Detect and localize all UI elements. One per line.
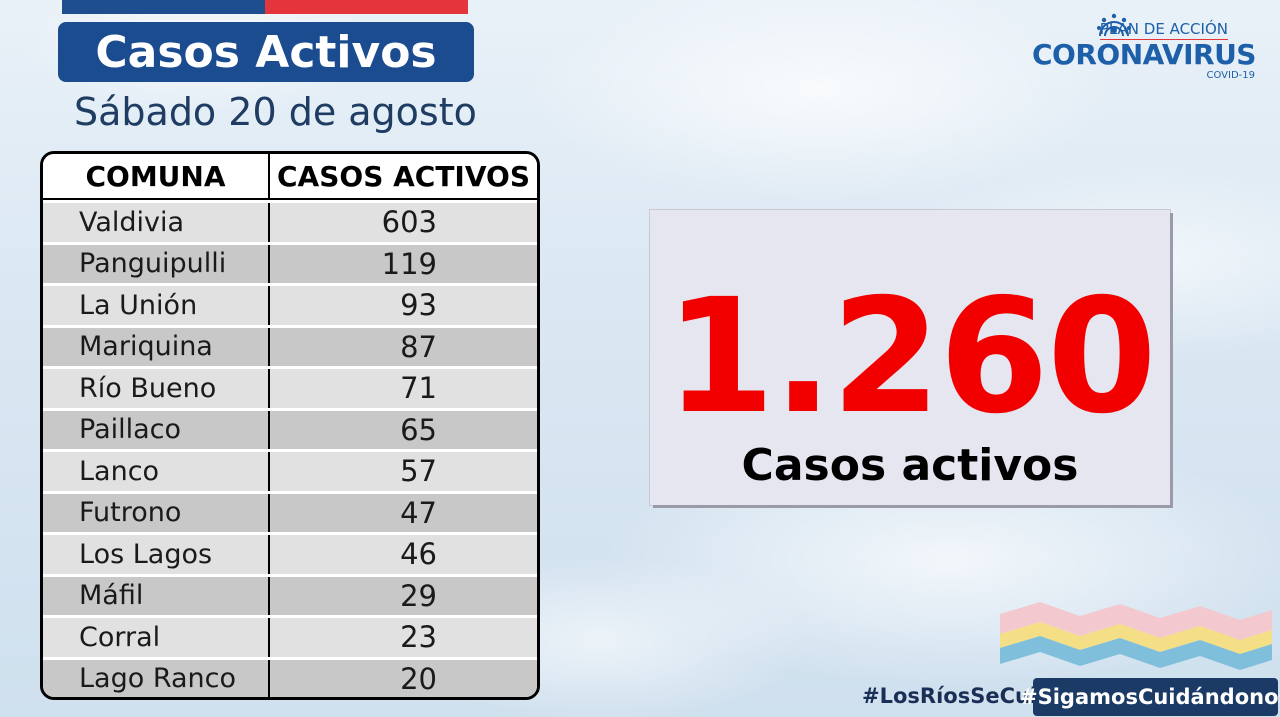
- flag-bar-blue: [62, 0, 265, 14]
- cell-comuna: Paillaco: [43, 410, 270, 449]
- table-row: Corral 23: [43, 615, 537, 657]
- cell-comuna: La Unión: [43, 286, 270, 325]
- table-row: Panguipulli 119: [43, 241, 537, 283]
- logo-plan-text: PLAN DE ACCIÓN: [1099, 20, 1228, 40]
- table-row: Lanco 57: [43, 449, 537, 491]
- logo-name-text: CORONAVIRUS: [1032, 38, 1256, 71]
- table-row: La Unión 93: [43, 283, 537, 325]
- cell-comuna: Panguipulli: [43, 244, 270, 283]
- cell-comuna: Valdivia: [43, 203, 270, 242]
- cell-comuna: Río Bueno: [43, 369, 270, 408]
- cell-casos: 20: [400, 661, 437, 696]
- page-title: Casos Activos: [58, 22, 474, 82]
- cell-casos: 57: [400, 454, 437, 489]
- coronavirus-logo: PLAN DE ACCIÓN CORONAVIRUS COVID-19: [1030, 12, 1256, 84]
- table-header: COMUNA CASOS ACTIVOS: [43, 154, 537, 200]
- table-row: Los Lagos 46: [43, 532, 537, 574]
- header-casos: CASOS ACTIVOS: [277, 159, 530, 193]
- cell-casos: 87: [400, 329, 437, 364]
- cell-casos: 46: [400, 537, 437, 572]
- table-row: Paillaco 65: [43, 407, 537, 449]
- cell-comuna: Futrono: [43, 493, 270, 532]
- cell-casos: 93: [400, 288, 437, 323]
- virus-icon: [1097, 13, 1131, 37]
- table-row: Máfil 29: [43, 573, 537, 615]
- flag-bar: [62, 0, 468, 14]
- flag-bar-red: [265, 0, 468, 14]
- logo-sub-text: COVID-19: [1206, 70, 1255, 81]
- hashtag-losrios: #LosRíosSeCuida: [862, 684, 1067, 708]
- cases-table: COMUNA CASOS ACTIVOS Valdivia 603 Pangui…: [40, 151, 540, 700]
- cell-comuna: Mariquina: [43, 327, 270, 366]
- total-panel: [650, 210, 1170, 505]
- date-subtitle: Sábado 20 de agosto: [74, 90, 477, 134]
- cell-casos: 119: [381, 246, 437, 281]
- cell-casos: 71: [400, 371, 437, 406]
- cell-casos: 65: [400, 412, 437, 447]
- table-row: Valdivia 603: [43, 200, 537, 242]
- cell-comuna: Corral: [43, 618, 270, 657]
- cell-casos: 29: [400, 578, 437, 613]
- cell-comuna: Máfil: [43, 576, 270, 615]
- decorative-waves-icon: [1000, 602, 1272, 670]
- table-row: Río Bueno 71: [43, 366, 537, 408]
- total-label: Casos activos: [741, 440, 1079, 491]
- table-row: Futrono 47: [43, 490, 537, 532]
- cell-comuna: Lanco: [43, 452, 270, 491]
- header-comuna: COMUNA: [43, 154, 270, 198]
- cell-casos: 47: [400, 495, 437, 530]
- table-row: Mariquina 87: [43, 324, 537, 366]
- cell-comuna: Los Lagos: [43, 535, 270, 574]
- table-row: Lago Ranco 20: [43, 656, 537, 697]
- cell-comuna: Lago Ranco: [43, 659, 270, 697]
- total-number: 1.260: [665, 265, 1157, 449]
- cell-casos: 603: [381, 205, 437, 240]
- cell-casos: 23: [400, 620, 437, 655]
- hashtag-sigamos: #SigamosCuidándonos: [1020, 678, 1280, 716]
